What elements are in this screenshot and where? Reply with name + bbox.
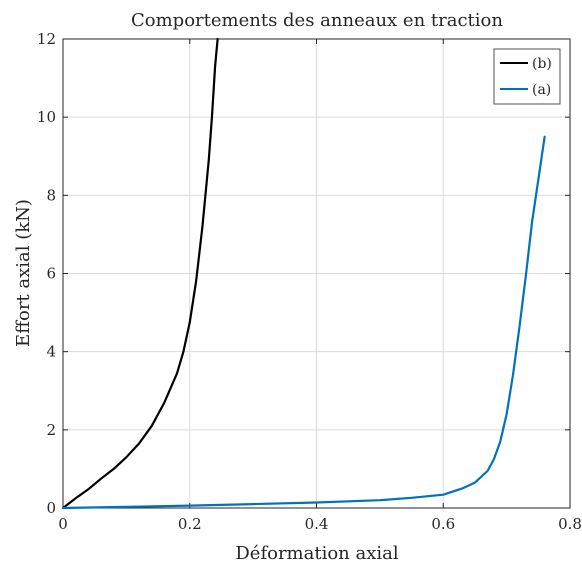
series-line-b xyxy=(61,37,219,510)
y-tick-label: 12 xyxy=(37,30,56,48)
legend-box xyxy=(493,48,561,105)
legend-label-a: (a) xyxy=(532,82,551,98)
chart-title: Comportements des anneaux en traction xyxy=(131,10,503,31)
y-tick-label: 8 xyxy=(46,186,56,204)
y-tick-label: 2 xyxy=(46,421,56,439)
legend-label-b: (b) xyxy=(532,56,552,72)
x-tick-label: 0.8 xyxy=(558,515,582,533)
series-line-a xyxy=(61,135,546,510)
legend: (b) (a) xyxy=(493,48,561,105)
x-tick-label: 0.6 xyxy=(431,515,455,533)
tick-layer: 0 0.2 0.4 0.6 0.8 0 2 4 6 8 10 12 xyxy=(37,30,582,533)
x-tick-label: 0 xyxy=(58,515,68,533)
x-axis-title: Déformation axial xyxy=(235,543,399,564)
grid-layer xyxy=(62,38,571,509)
series-layer xyxy=(61,37,546,510)
x-tick-label: 0.2 xyxy=(178,515,202,533)
y-tick-label: 0 xyxy=(46,499,56,517)
y-axis-title: Effort axial (kN) xyxy=(13,199,34,347)
x-tick-label: 0.4 xyxy=(305,515,329,533)
y-tick-label: 4 xyxy=(46,343,56,361)
y-tick-label: 6 xyxy=(46,265,56,283)
y-tick-label: 10 xyxy=(37,108,56,126)
